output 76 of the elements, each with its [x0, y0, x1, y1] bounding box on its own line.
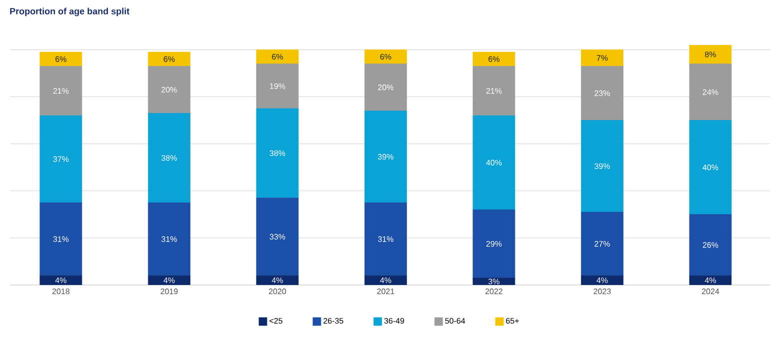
x-tick-label: 2021 — [377, 288, 394, 294]
data-label: 20% — [162, 86, 177, 93]
x-tick-label: 2018 — [52, 288, 70, 294]
data-label: 4% — [596, 277, 608, 284]
bar — [580, 275, 624, 285]
bar — [580, 66, 624, 120]
bar — [40, 115, 82, 203]
data-label: 7% — [596, 55, 608, 61]
data-label: 40% — [486, 160, 502, 166]
data-label: 31% — [53, 236, 69, 242]
bar — [689, 214, 732, 276]
data-label: 31% — [161, 236, 177, 242]
bar — [256, 108, 299, 198]
bar — [689, 120, 732, 215]
data-label: 31% — [378, 236, 394, 242]
bar — [580, 120, 624, 212]
legend-label: <25 — [270, 318, 282, 324]
bar — [472, 209, 516, 278]
data-label: 4% — [704, 277, 716, 284]
data-label: 4% — [164, 277, 175, 284]
data-label: 26% — [702, 242, 718, 248]
data-label: 6% — [56, 56, 66, 62]
bar — [148, 113, 190, 203]
legend-label: 50-64 — [445, 318, 466, 324]
bar — [364, 110, 407, 203]
x-tick-label: 2019 — [160, 288, 178, 294]
bar — [689, 275, 732, 285]
bar — [364, 64, 407, 112]
bar — [148, 202, 190, 276]
bar — [148, 66, 190, 114]
data-label: 8% — [705, 52, 716, 58]
data-label: 40% — [702, 164, 718, 170]
bar — [40, 275, 82, 285]
data-label: 3% — [488, 278, 500, 284]
data-label: 21% — [486, 88, 502, 94]
bar — [40, 202, 82, 276]
data-label: 4% — [55, 277, 66, 284]
data-label: 6% — [488, 56, 500, 62]
legend-label: 26-35 — [324, 318, 344, 324]
bar — [689, 64, 732, 120]
data-label: 23% — [594, 90, 610, 96]
data-label: 38% — [161, 155, 177, 161]
bar — [580, 212, 624, 276]
data-label: 4% — [272, 277, 283, 284]
bar — [256, 198, 299, 276]
bar — [364, 202, 407, 276]
bar — [256, 275, 299, 285]
data-label: 37% — [53, 156, 69, 162]
data-label: 24% — [702, 89, 718, 95]
bar — [472, 278, 516, 285]
data-label: 39% — [594, 163, 610, 169]
x-tick-label: 2023 — [594, 288, 611, 294]
data-label: 33% — [270, 234, 286, 240]
data-label: 38% — [270, 150, 286, 156]
chart-title: Proportion of age band split — [10, 8, 130, 16]
x-tick-label: 2022 — [485, 288, 502, 294]
data-label: 6% — [272, 54, 283, 60]
legend-label: 65+ — [506, 318, 519, 324]
data-label: 20% — [378, 84, 394, 90]
legend-label: 36-49 — [384, 318, 404, 324]
bar — [472, 115, 516, 210]
bar — [256, 64, 299, 109]
bar — [40, 66, 82, 116]
bar — [472, 66, 516, 116]
x-tick-label: 2020 — [268, 288, 286, 294]
data-label: 6% — [380, 54, 392, 60]
x-tick-label: 2024 — [702, 288, 720, 294]
data-label: 19% — [270, 83, 286, 89]
bar — [364, 275, 407, 285]
data-label: 6% — [164, 56, 175, 62]
data-label: 21% — [53, 88, 69, 94]
data-label: 4% — [380, 277, 392, 284]
data-label: 29% — [486, 240, 502, 247]
bar — [148, 275, 190, 285]
data-label: 27% — [594, 241, 610, 247]
data-label: 39% — [378, 154, 394, 160]
